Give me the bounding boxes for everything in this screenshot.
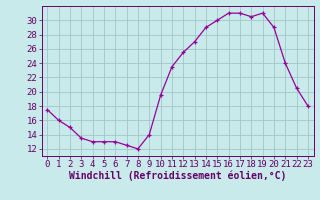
- X-axis label: Windchill (Refroidissement éolien,°C): Windchill (Refroidissement éolien,°C): [69, 171, 286, 181]
